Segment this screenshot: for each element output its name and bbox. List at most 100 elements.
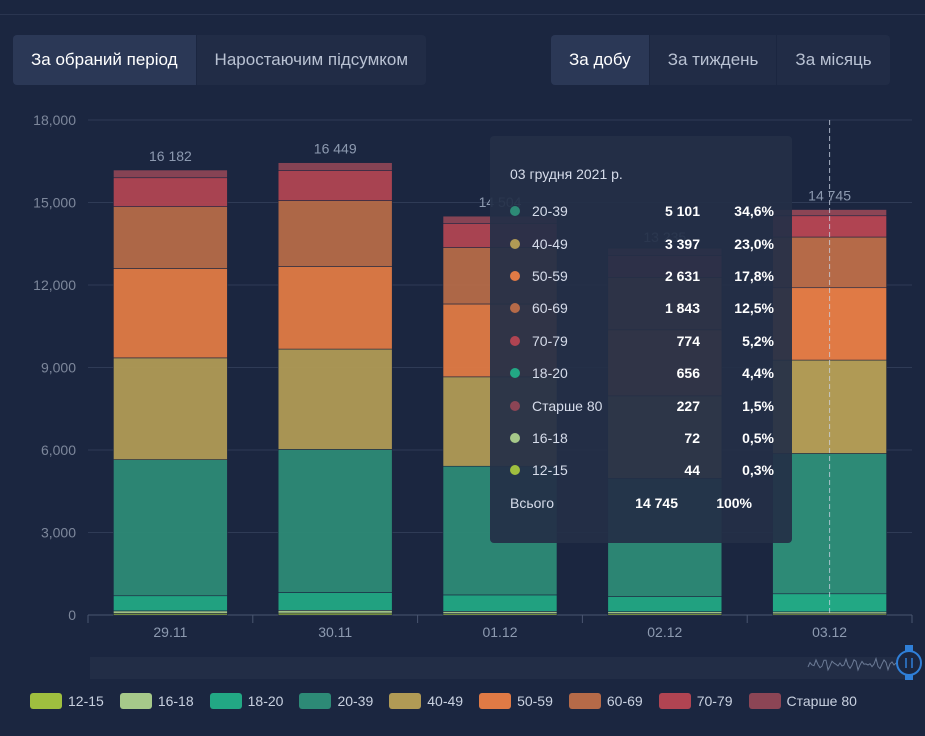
x-tick-label: 02.12 xyxy=(647,624,682,640)
series-dot-icon xyxy=(510,432,520,443)
tooltip-row: 50-59 2 631 17,8% xyxy=(510,260,792,292)
tab-selected-period[interactable]: За обраний період xyxy=(13,35,196,85)
y-tick-label: 15,000 xyxy=(33,195,76,211)
legend-item[interactable]: Старше 80 xyxy=(748,693,857,709)
period-mode-toggle: За обраний період Наростаючим підсумком xyxy=(13,35,427,85)
legend-label: 20-39 xyxy=(337,693,374,709)
y-tick-label: 18,000 xyxy=(33,112,76,128)
legend-label: 50-59 xyxy=(517,693,553,709)
tooltip-row: 40-49 3 397 23,0% xyxy=(510,227,792,259)
legend-item[interactable]: 70-79 xyxy=(658,693,733,709)
x-tick-label: 03.12 xyxy=(812,624,847,640)
series-dot-icon xyxy=(510,335,520,346)
bar-segment[interactable] xyxy=(113,268,228,359)
bar-segment[interactable] xyxy=(113,610,228,614)
bar-segment[interactable] xyxy=(442,611,558,614)
legend-swatch-icon xyxy=(479,693,512,709)
tooltip-series-value: 1 843 xyxy=(664,300,700,317)
tab-cumulative[interactable]: Наростаючим підсумком xyxy=(195,35,427,85)
tooltip-series-value: 3 397 xyxy=(664,235,700,252)
tab-month[interactable]: За місяць xyxy=(776,35,889,85)
legend-item[interactable]: 60-69 xyxy=(568,693,643,709)
tooltip-series-pct: 0,5% xyxy=(742,429,774,446)
tooltip-series-pct: 0,3% xyxy=(742,462,774,479)
bar-segment[interactable] xyxy=(113,169,228,179)
bar-segment[interactable] xyxy=(113,357,228,460)
legend-swatch-icon xyxy=(748,693,781,709)
bar-segment[interactable] xyxy=(113,595,228,612)
legend-item[interactable]: 40-49 xyxy=(389,693,463,709)
tooltip-series-name: 18-20 xyxy=(532,365,568,382)
chart-tooltip: 03 грудня 2021 р. 20-39 5 101 34,6% 40-49 3 … xyxy=(490,136,792,543)
bar-segment[interactable] xyxy=(113,206,228,269)
tooltip-series-pct: 1,5% xyxy=(742,397,774,414)
navigator-sparkline xyxy=(807,656,909,672)
tooltip-series-name: 16-18 xyxy=(532,429,568,446)
series-dot-icon xyxy=(510,206,520,217)
bar-segment[interactable] xyxy=(442,594,558,612)
granularity-toggle: За добу За тиждень За місяць xyxy=(551,35,890,85)
tooltip-total-label: Всього xyxy=(510,494,555,511)
legend-label: 16-18 xyxy=(157,693,194,709)
tab-day[interactable]: За добу xyxy=(551,35,649,85)
tooltip-series-name: 60-69 xyxy=(532,300,568,317)
bar-segment[interactable] xyxy=(277,348,393,450)
legend-swatch-icon xyxy=(658,693,691,709)
tooltip-row: 60-69 1 843 12,5% xyxy=(510,292,792,324)
legend-swatch-icon xyxy=(119,693,152,709)
top-divider xyxy=(0,14,925,15)
tooltip-series-pct: 23,0% xyxy=(734,235,774,252)
x-tick-label: 29.11 xyxy=(153,624,187,640)
legend-swatch-icon xyxy=(568,693,601,709)
bar-segment[interactable] xyxy=(277,449,393,593)
bar-segment[interactable] xyxy=(277,170,393,201)
legend-label: Старше 80 xyxy=(786,693,857,709)
tooltip-series-name: Старше 80 xyxy=(532,397,603,414)
tab-week[interactable]: За тиждень xyxy=(648,35,777,85)
legend-item[interactable]: 20-39 xyxy=(299,693,373,709)
legend-label: 60-69 xyxy=(606,693,643,709)
tooltip-series-name: 12-15 xyxy=(532,462,568,479)
tooltip-row: 20-39 5 101 34,6% xyxy=(510,195,792,227)
bar-segment[interactable] xyxy=(277,200,393,267)
tooltip-date: 03 грудня 2021 р. xyxy=(510,166,623,182)
legend-item[interactable]: 12-15 xyxy=(30,693,104,709)
series-dot-icon xyxy=(510,238,520,249)
bar-segment[interactable] xyxy=(277,162,393,171)
legend-item[interactable]: 50-59 xyxy=(479,693,553,709)
bar-segment[interactable] xyxy=(113,459,228,597)
legend-item[interactable]: 18-20 xyxy=(209,693,284,709)
tooltip-series-name: 40-49 xyxy=(532,235,568,252)
legend-item[interactable]: 16-18 xyxy=(119,693,194,709)
bar-segment[interactable] xyxy=(277,266,393,350)
tooltip-row: 18-20 656 4,4% xyxy=(510,357,792,389)
chart-legend: 12-15 16-18 18-20 20-39 40-49 50-59 60-69 70-79… xyxy=(30,693,873,709)
legend-label: 12-15 xyxy=(68,693,104,709)
legend-swatch-icon xyxy=(30,693,62,709)
tooltip-series-value: 72 xyxy=(684,429,700,446)
series-dot-icon xyxy=(510,465,520,476)
x-tick-label: 30.11 xyxy=(318,624,352,640)
bar-segment[interactable] xyxy=(607,596,723,613)
tooltip-series-pct: 34,6% xyxy=(734,203,774,220)
bar-segment[interactable] xyxy=(277,592,393,611)
tooltip-series-pct: 5,2% xyxy=(742,332,774,349)
range-navigator[interactable] xyxy=(90,657,912,679)
tooltip-series-pct: 12,5% xyxy=(734,300,774,317)
tooltip-series-value: 44 xyxy=(684,462,700,479)
tooltip-series-pct: 17,8% xyxy=(734,267,774,284)
tooltip-series-value: 2 631 xyxy=(664,267,700,284)
y-tick-label: 0 xyxy=(68,607,76,623)
legend-label: 18-20 xyxy=(247,693,284,709)
tooltip-row: Старше 80 227 1,5% xyxy=(510,389,792,421)
bar-segment[interactable] xyxy=(277,610,393,614)
tooltip-series-value: 5 101 xyxy=(664,203,700,220)
tooltip-series-name: 20-39 xyxy=(532,203,568,220)
navigator-grip-icon[interactable] xyxy=(896,650,922,676)
x-tick-label: 01.12 xyxy=(482,624,517,640)
y-tick-label: 9,000 xyxy=(41,360,76,376)
bar-segment[interactable] xyxy=(113,177,228,207)
bar-total-label: 16 182 xyxy=(149,148,192,164)
tooltip-total-pct: 100% xyxy=(716,494,752,511)
tooltip-series-value: 656 xyxy=(676,365,700,382)
